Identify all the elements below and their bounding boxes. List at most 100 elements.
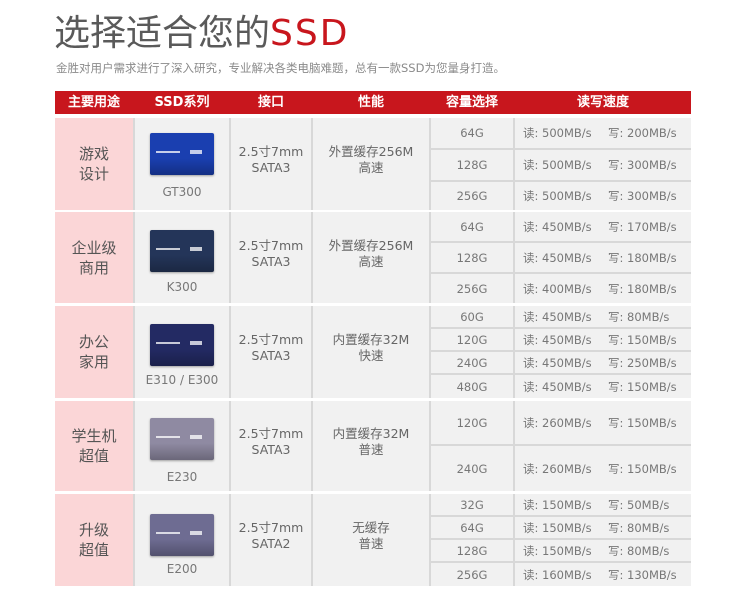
interface-cell: 2.5寸7mm SATA2 bbox=[231, 494, 311, 586]
capacity-option: 64G bbox=[431, 118, 513, 148]
speed-row: 读: 160MB/s 写: 130MB/s bbox=[515, 563, 691, 586]
interface-line: SATA3 bbox=[251, 442, 291, 457]
write-speed: 写: 150MB/s bbox=[608, 379, 677, 395]
read-value: 260MB/s bbox=[542, 415, 592, 430]
header-performance: 性能 bbox=[357, 95, 384, 110]
series-name: K300 bbox=[166, 280, 198, 294]
capacity-column: 120G 240G bbox=[431, 401, 513, 491]
performance-cell: 外置缓存256M 高速 bbox=[313, 118, 429, 210]
speed-row: 读: 500MB/s 写: 200MB/s bbox=[515, 118, 691, 148]
usage-cell: 学生机 超值 bbox=[55, 401, 133, 491]
ssd-image bbox=[150, 418, 214, 460]
read-value: 450MB/s bbox=[542, 355, 592, 370]
capacity-option: 256G bbox=[431, 182, 513, 210]
header-use: 主要用途 bbox=[67, 95, 120, 110]
interface-line: SATA2 bbox=[251, 536, 291, 551]
brand-mark bbox=[156, 248, 180, 250]
series-cell: E310 / E300 bbox=[135, 306, 229, 398]
speed-column: 读: 260MB/s 写: 150MB/s 读: 260MB/s 写: 150MB/s bbox=[515, 401, 691, 491]
write-value: 80MB/s bbox=[627, 520, 670, 535]
usage-cell: 升级 超值 bbox=[55, 494, 133, 586]
performance-line: 普速 bbox=[358, 536, 384, 551]
ssd-logo bbox=[190, 531, 202, 535]
read-value: 500MB/s bbox=[542, 189, 592, 203]
read-value: 260MB/s bbox=[542, 461, 592, 476]
write-value: 250MB/s bbox=[627, 355, 677, 370]
write-prefix: 写: bbox=[608, 355, 628, 370]
write-speed: 写: 150MB/s bbox=[608, 461, 677, 477]
write-prefix: 写: bbox=[608, 543, 628, 558]
write-prefix: 写: bbox=[608, 126, 628, 140]
performance-line: 内置缓存32M bbox=[332, 426, 410, 441]
capacity-column: 32G 64G 128G 256G bbox=[431, 494, 513, 586]
speed-row: 读: 450MB/s 写: 180MB/s bbox=[515, 243, 691, 272]
write-prefix: 写: bbox=[608, 309, 628, 324]
write-speed: 写: 80MB/s bbox=[608, 520, 669, 536]
read-prefix: 读: bbox=[523, 250, 543, 265]
read-prefix: 读: bbox=[523, 355, 543, 370]
performance-line: 高速 bbox=[358, 160, 384, 175]
write-value: 150MB/s bbox=[627, 415, 677, 430]
product-group: 企业级 商用 K300 2.5寸7mm SATA3 外置缓存256M 高速 64G 128G 25… bbox=[55, 212, 691, 303]
read-value: 500MB/s bbox=[542, 158, 592, 172]
usage-label: 升级 超值 bbox=[78, 521, 109, 559]
write-value: 150MB/s bbox=[627, 379, 677, 394]
speed-row: 读: 450MB/s 写: 150MB/s bbox=[515, 375, 691, 398]
write-speed: 写: 170MB/s bbox=[608, 219, 677, 235]
capacity-option: 240G bbox=[431, 446, 513, 491]
performance-cell: 外置缓存256M 高速 bbox=[313, 212, 429, 303]
title-main: 选择适合您的 bbox=[54, 13, 271, 54]
read-prefix: 读: bbox=[523, 379, 543, 394]
read-speed: 读: 150MB/s bbox=[523, 543, 592, 559]
series-cell: E200 bbox=[135, 494, 229, 586]
brand-mark bbox=[156, 532, 180, 534]
capacity-option: 64G bbox=[431, 212, 513, 241]
write-speed: 写: 50MB/s bbox=[608, 497, 669, 513]
write-value: 150MB/s bbox=[627, 461, 677, 476]
read-prefix: 读: bbox=[523, 189, 543, 203]
read-value: 150MB/s bbox=[542, 497, 592, 512]
write-value: 200MB/s bbox=[627, 126, 677, 140]
speed-row: 读: 450MB/s 写: 80MB/s bbox=[515, 306, 691, 327]
read-prefix: 读: bbox=[523, 520, 543, 535]
read-speed: 读: 500MB/s bbox=[523, 157, 592, 173]
interface-cell: 2.5寸7mm SATA3 bbox=[231, 306, 311, 398]
write-speed: 写: 200MB/s bbox=[608, 125, 677, 141]
capacity-option: 128G bbox=[431, 540, 513, 561]
product-group: 升级 超值 E200 2.5寸7mm SATA2 无缓存 普速 32G 64G 128G 256G 读… bbox=[55, 494, 691, 586]
header-capacity: 容量选择 bbox=[445, 95, 498, 110]
ssd-logo bbox=[190, 150, 202, 154]
speed-row: 读: 500MB/s 写: 300MB/s bbox=[515, 182, 691, 210]
read-prefix: 读: bbox=[523, 281, 543, 296]
write-prefix: 写: bbox=[608, 461, 628, 476]
write-value: 80MB/s bbox=[627, 543, 670, 558]
read-speed: 读: 450MB/s bbox=[523, 379, 592, 395]
capacity-column: 64G 128G 256G bbox=[431, 212, 513, 303]
write-value: 180MB/s bbox=[627, 281, 677, 296]
read-speed: 读: 150MB/s bbox=[523, 497, 592, 513]
write-prefix: 写: bbox=[608, 189, 628, 203]
product-group: 学生机 超值 E230 2.5寸7mm SATA3 内置缓存32M 普速 120G 240G 读:… bbox=[55, 401, 691, 491]
page-subtitle: 金胜对用户需求进行了深入研究，专业解决各类电脑难题，总有一款SSD为您量身打造。 bbox=[56, 61, 505, 75]
read-speed: 读: 150MB/s bbox=[523, 520, 592, 536]
speed-row: 读: 150MB/s 写: 80MB/s bbox=[515, 540, 691, 561]
write-prefix: 写: bbox=[608, 497, 628, 512]
usage-cell: 企业级 商用 bbox=[55, 212, 133, 303]
write-value: 170MB/s bbox=[627, 219, 677, 234]
ssd-image bbox=[150, 324, 214, 366]
write-value: 300MB/s bbox=[627, 189, 677, 203]
write-prefix: 写: bbox=[608, 281, 628, 296]
read-speed: 读: 500MB/s bbox=[523, 188, 592, 204]
speed-row: 读: 450MB/s 写: 250MB/s bbox=[515, 352, 691, 373]
read-value: 150MB/s bbox=[542, 520, 592, 535]
usage-cell: 游戏 设计 bbox=[55, 118, 133, 210]
read-prefix: 读: bbox=[523, 497, 543, 512]
capacity-column: 64G 128G 256G bbox=[431, 118, 513, 210]
performance-line: 内置缓存32M bbox=[332, 332, 410, 347]
read-speed: 读: 450MB/s bbox=[523, 219, 592, 235]
read-value: 450MB/s bbox=[542, 219, 592, 234]
brand-mark bbox=[156, 151, 180, 153]
read-value: 400MB/s bbox=[542, 281, 592, 296]
capacity-option: 256G bbox=[431, 563, 513, 586]
read-speed: 读: 400MB/s bbox=[523, 281, 592, 297]
